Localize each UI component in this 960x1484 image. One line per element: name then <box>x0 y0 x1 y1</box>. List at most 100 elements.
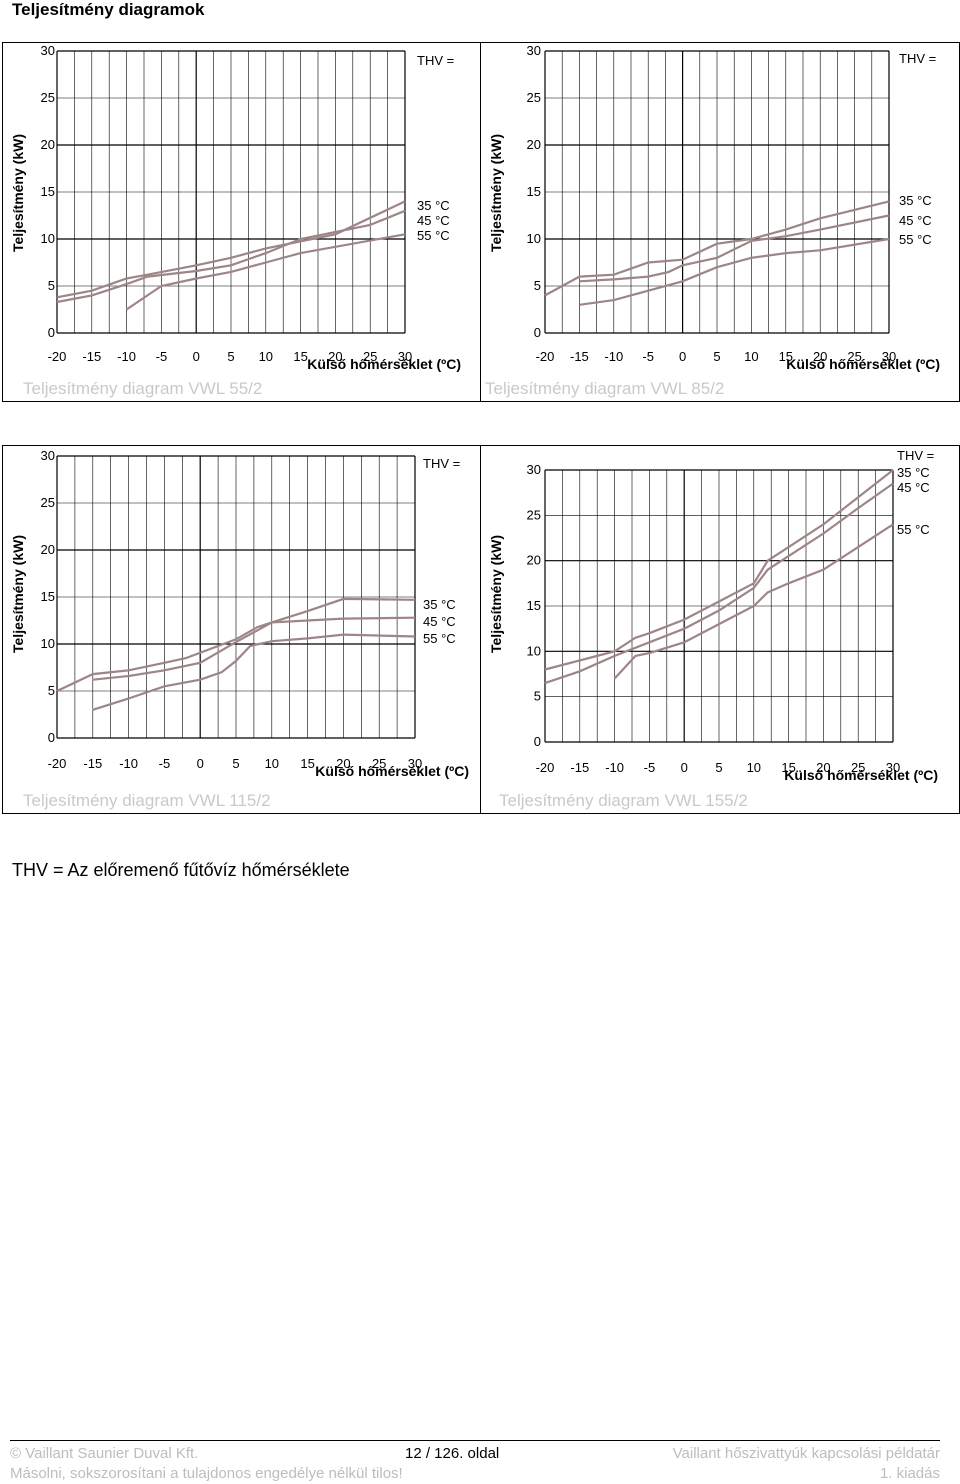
series-label: 55 °C <box>897 522 930 537</box>
y-tick-label: 30 <box>41 43 55 58</box>
x-tick-label: 5 <box>715 760 722 775</box>
x-tick-label: 15 <box>779 349 793 364</box>
y-tick-label: 30 <box>41 448 55 463</box>
y-tick-label: 20 <box>527 553 541 568</box>
series-line-55C <box>125 233 406 311</box>
series-label: 55 °C <box>417 228 450 243</box>
thv-label: THV = <box>417 53 454 68</box>
series-line-55C <box>613 523 894 680</box>
x-tick-label: 20 <box>813 349 827 364</box>
series-label: 35 °C <box>899 193 932 208</box>
y-tick-label: 15 <box>41 184 55 199</box>
x-tick-label: 0 <box>681 760 688 775</box>
x-tick-label: -20 <box>48 756 67 771</box>
y-tick-label: 5 <box>534 689 541 704</box>
x-tick-label: 0 <box>197 756 204 771</box>
y-tick-label: 10 <box>41 231 55 246</box>
y-tick-label: 15 <box>41 589 55 604</box>
y-tick-label: 25 <box>527 507 541 522</box>
thv-label: THV = <box>899 51 936 66</box>
y-tick-label: 10 <box>527 643 541 658</box>
chart-row-1: Teljesítmény (kW) -20 -15 -10 -5 0 5 10 15 20 25 3… <box>2 42 960 402</box>
series-label: 55 °C <box>899 232 932 247</box>
x-axis-label: Külső hőmérséklet (ºC) <box>315 763 469 779</box>
y-tick-label: 15 <box>527 184 541 199</box>
series-line-35C <box>56 200 406 299</box>
x-axis-label: Külső hőmérséklet (ºC) <box>784 767 938 783</box>
x-axis-label: Külső hőmérséklet (ºC) <box>786 356 940 372</box>
thv-label: THV = <box>897 448 934 463</box>
chart-vwl-55: -20 -15 -10 -5 0 5 10 15 20 25 30 0 5 10 15 20 25 30 THV =… <box>41 43 455 364</box>
y-tick-label: 25 <box>41 495 55 510</box>
series-label: 35 °C <box>897 465 930 480</box>
x-tick-label: -5 <box>644 760 656 775</box>
x-tick-label: -15 <box>82 349 101 364</box>
x-tick-label: 30 <box>882 349 896 364</box>
x-tick-label: 10 <box>747 760 761 775</box>
x-tick-label: 15 <box>300 756 314 771</box>
thv-label: THV = <box>423 456 460 471</box>
series-label: 45 °C <box>897 480 930 495</box>
x-tick-label: 25 <box>372 756 386 771</box>
chart-vwl-155: -20 -15 -10 -5 0 5 10 15 20 25 30 0 5 10 15 20 25 30 THV =… <box>527 448 935 775</box>
footer-edition: 1. kiadás <box>879 1465 940 1482</box>
x-tick-label: 20 <box>328 349 342 364</box>
thv-note: THV = Az előremenő fűtővíz hőmérséklete <box>12 860 350 880</box>
x-tick-label: 25 <box>851 760 865 775</box>
series-line-35C <box>544 469 894 671</box>
x-tick-label: 5 <box>713 349 720 364</box>
y-tick-label: 0 <box>48 325 55 340</box>
x-tick-label: 0 <box>679 349 686 364</box>
x-tick-label: 30 <box>398 349 412 364</box>
series-label: 45 °C <box>899 213 932 228</box>
x-tick-label: -20 <box>536 349 555 364</box>
series-line-45C <box>579 214 890 283</box>
x-tick-label: -10 <box>605 760 624 775</box>
footer-copyright: © Vaillant Saunier Duval Kft. <box>10 1445 199 1462</box>
x-tick-label: -5 <box>156 349 168 364</box>
footer-doc-title: Vaillant hőszivattyúk kapcsolási példatá… <box>672 1445 940 1462</box>
chart-caption: Teljesítmény diagram VWL 85/2 <box>485 379 725 398</box>
chart-panel-vwl-155: Teljesítmény (kW) -20 -15 -10 -5 0 5 10 15 20 25 3… <box>480 446 960 813</box>
x-tick-label: 5 <box>227 349 234 364</box>
series-label: 55 °C <box>423 631 456 646</box>
x-tick-label: 25 <box>363 349 377 364</box>
chart-row-2: Teljesítmény (kW) -20 -15 -10 -5 0 5 10 15 20 25 3… <box>2 445 960 814</box>
y-tick-label: 15 <box>527 598 541 613</box>
x-tick-label: 20 <box>336 756 350 771</box>
y-tick-label: 10 <box>527 231 541 246</box>
y-tick-label: 20 <box>41 137 55 152</box>
y-tick-label: 5 <box>48 683 55 698</box>
chart-vwl-115: -20 -15 -10 -5 0 5 10 15 20 25 30 0 5 10 15 20 25 30 THV =… <box>41 448 461 771</box>
x-tick-label: 20 <box>816 760 830 775</box>
footer-notice: Másolni, sokszorosítani a tulajdonos eng… <box>10 1465 403 1482</box>
page-footer: © Vaillant Saunier Duval Kft. 12 / 126. … <box>10 1440 940 1482</box>
y-tick-label: 0 <box>534 325 541 340</box>
series-label: 45 °C <box>417 213 450 228</box>
x-tick-label: 15 <box>781 760 795 775</box>
y-tick-label: 25 <box>41 90 55 105</box>
series-line-55C <box>579 237 890 306</box>
x-tick-label: -15 <box>570 349 589 364</box>
series-line-55C <box>92 633 416 711</box>
x-tick-label: -10 <box>117 349 136 364</box>
y-tick-label: 5 <box>48 278 55 293</box>
series-line-45C <box>544 482 894 685</box>
x-tick-label: 10 <box>259 349 273 364</box>
y-tick-label: 0 <box>534 734 541 749</box>
x-tick-label: -10 <box>119 756 138 771</box>
y-tick-label: 5 <box>534 278 541 293</box>
x-tick-label: -15 <box>570 760 589 775</box>
x-tick-label: 0 <box>193 349 200 364</box>
chart-panel-vwl-85: Teljesítmény (kW) -20 -15 -10 -5 0 5 10 15 20 25 3… <box>480 43 960 401</box>
x-tick-label: -5 <box>642 349 654 364</box>
y-tick-label: 25 <box>527 90 541 105</box>
x-tick-label: 10 <box>744 349 758 364</box>
series-label: 35 °C <box>417 198 450 213</box>
y-tick-label: 20 <box>527 137 541 152</box>
y-tick-label: 30 <box>527 462 541 477</box>
series-line-35C <box>544 200 890 297</box>
y-tick-label: 30 <box>527 43 541 58</box>
chart-caption: Teljesítmény diagram VWL 55/2 <box>23 379 263 398</box>
chart-panel-vwl-115: Teljesítmény (kW) -20 -15 -10 -5 0 5 10 15 20 25 3… <box>3 446 479 813</box>
